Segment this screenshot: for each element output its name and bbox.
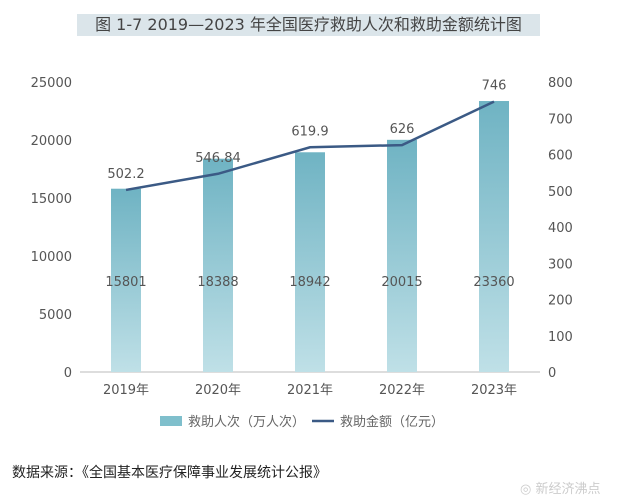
right-tick-label: 0	[548, 366, 556, 381]
right-tick-label: 100	[548, 330, 573, 345]
legend-bar-label: 救助人次（万人次）	[188, 414, 305, 430]
bar	[295, 152, 325, 372]
x-tick-label: 2019年	[103, 383, 149, 398]
right-tick-label: 300	[548, 257, 573, 272]
left-tick-label: 20000	[31, 134, 72, 149]
legend-line-label: 救助金额（亿元）	[340, 414, 444, 430]
bar	[111, 188, 141, 372]
bar-data-label: 23360	[473, 275, 514, 290]
line-data-label: 502.2	[107, 167, 144, 182]
right-tick-label: 400	[548, 221, 573, 236]
line-data-label: 626	[390, 122, 415, 137]
x-tick-label: 2023年	[471, 383, 517, 398]
line-data-label: 746	[482, 79, 507, 94]
right-tick-label: 600	[548, 149, 573, 164]
right-tick-label: 800	[548, 76, 573, 91]
bar	[203, 158, 233, 372]
chart-title: 图 1-7 2019—2023 年全国医疗救助人次和救助金额统计图	[77, 14, 540, 36]
left-tick-label: 5000	[39, 308, 72, 323]
watermark: ◎ 新经济沸点	[520, 482, 601, 497]
right-tick-label: 200	[548, 294, 573, 309]
watermark-text: 新经济沸点	[535, 482, 601, 497]
left-tick-label: 15000	[31, 192, 72, 207]
x-tick-label: 2020年	[195, 383, 241, 398]
line-data-label: 546.84	[195, 151, 241, 166]
bar-data-label: 18942	[289, 275, 330, 290]
bar-data-label: 20015	[381, 275, 422, 290]
bar-data-label: 15801	[105, 275, 146, 290]
x-tick-label: 2021年	[287, 383, 333, 398]
left-tick-label: 10000	[31, 250, 72, 265]
line-series	[125, 100, 495, 192]
right-tick-label: 700	[548, 112, 573, 127]
left-tick-label: 0	[64, 366, 72, 381]
bar	[479, 101, 509, 373]
left-tick-label: 25000	[31, 76, 72, 91]
bar-data-label: 18388	[197, 275, 238, 290]
chart: 0 5000 10000 15000 20000 25000 0 100 200 300 400 50…	[31, 76, 573, 430]
data-source: 数据来源：《全国基本医疗保障事业发展统计公报》	[12, 465, 327, 481]
legend-bar-swatch	[160, 416, 182, 426]
right-tick-label: 500	[548, 185, 573, 200]
line-data-label: 619.9	[291, 124, 328, 139]
x-tick-label: 2022年	[379, 383, 425, 398]
bar	[387, 139, 417, 372]
